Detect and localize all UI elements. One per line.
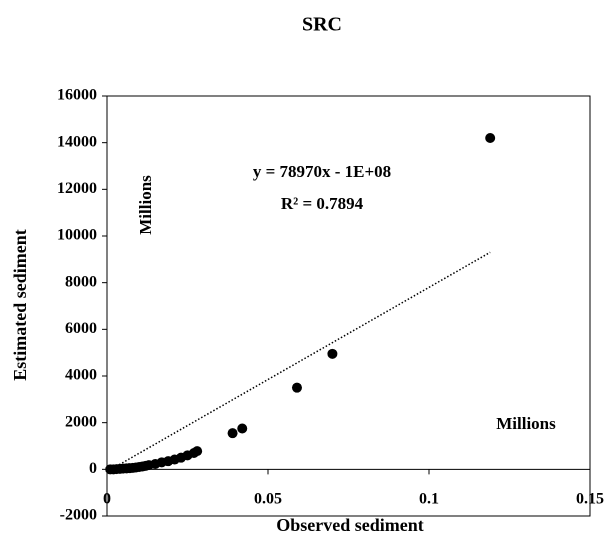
scatter-point <box>237 423 248 434</box>
y-unit-label: Millions <box>136 175 155 235</box>
scatter-point <box>291 382 302 393</box>
y-tick-label: 4000 <box>65 367 97 384</box>
plot-frame <box>106 95 591 517</box>
y-tick-label: 2000 <box>65 413 97 430</box>
y-tick-label: 14000 <box>57 133 97 150</box>
x-unit-label: Millions <box>496 414 556 433</box>
x-tick-label: 0 <box>103 491 111 508</box>
x-tick-label: 0.05 <box>254 491 282 508</box>
y-tick-label: 12000 <box>57 180 97 197</box>
scatter-point <box>485 133 496 143</box>
y-tick-label: -2000 <box>60 507 97 524</box>
scatter-point <box>327 348 338 359</box>
y-tick-label: 0 <box>89 460 97 477</box>
trendline <box>106 251 491 473</box>
y-tick-label: 10000 <box>57 227 97 244</box>
y-tick-label: 16000 <box>57 87 97 104</box>
trend-equation: y = 78970x - 1E+08 <box>253 162 391 181</box>
scatter-point <box>227 428 238 439</box>
x-tick-label: 0.15 <box>576 491 604 508</box>
y-tick-label: 8000 <box>65 273 97 290</box>
r-squared: R² = 0.7894 <box>281 194 364 213</box>
y-tick-label: 6000 <box>65 320 97 337</box>
chart-title: SRC <box>302 14 342 36</box>
x-tick-label: 0.1 <box>419 491 439 508</box>
y-axis-label: Estimated sediment <box>10 229 30 381</box>
scatter-point <box>192 446 203 457</box>
x-axis-label: Observed sediment <box>276 515 424 535</box>
